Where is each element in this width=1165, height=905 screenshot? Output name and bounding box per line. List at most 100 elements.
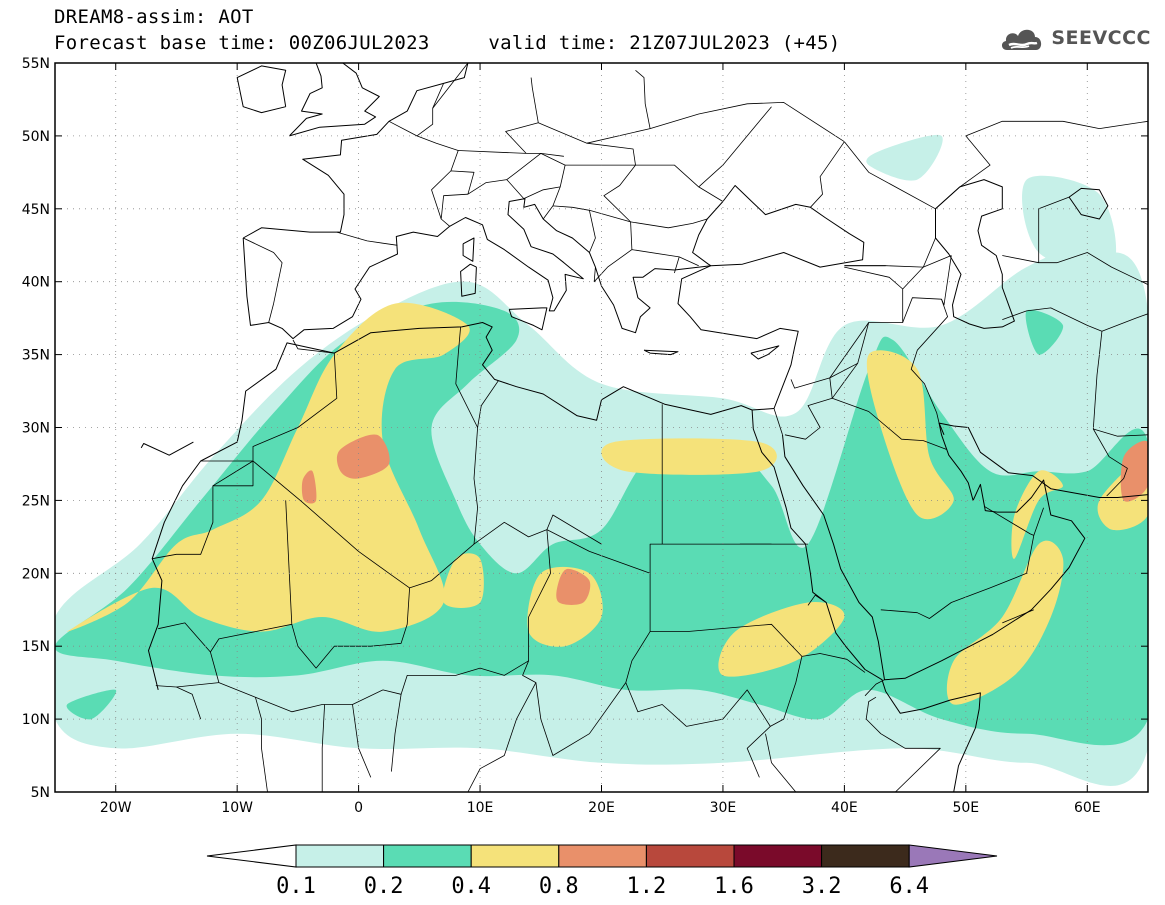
country-border (807, 594, 827, 606)
country-border (686, 689, 771, 727)
country-border (336, 231, 398, 246)
lat-tick-label: 40N (22, 275, 50, 291)
country-border (176, 686, 202, 720)
lat-tick-label: 50N (22, 129, 50, 145)
country-border (292, 339, 335, 354)
coastline (289, 63, 323, 137)
coastline (242, 63, 469, 239)
country-border (1093, 428, 1148, 437)
aot-area-level-2 (66, 689, 117, 720)
country-border (1101, 313, 1148, 332)
country-border (540, 682, 627, 756)
colorbar-label: 0.8 (539, 874, 579, 899)
country-border (784, 377, 833, 440)
country-border (212, 460, 254, 487)
colorbar-label: 1.2 (627, 874, 667, 899)
colorbar-swatch (470, 844, 560, 868)
lon-tick-label: 10E (467, 800, 494, 816)
coastline (1068, 187, 1109, 220)
country-border (432, 63, 469, 109)
country-border (391, 694, 402, 772)
lat-tick-label: 5N (31, 785, 50, 801)
colorbar-swatch (733, 844, 823, 868)
geography-lines (140, 63, 1148, 792)
coastline (462, 237, 475, 262)
aot-area-level-3 (946, 540, 1064, 705)
country-border (1002, 609, 1034, 624)
country-border (506, 152, 566, 180)
coastline (148, 322, 775, 691)
country-border (865, 696, 941, 792)
map-subtitle: Forecast base time: 00Z06JUL2023 valid t… (54, 32, 841, 54)
aot-area-level-3 (866, 350, 954, 520)
country-border (523, 186, 561, 199)
aot-area-level-4 (301, 470, 317, 504)
coastline (750, 345, 780, 360)
country-border (243, 237, 283, 323)
lon-tick-label: 50E (952, 800, 979, 816)
country-border (252, 460, 390, 574)
country-border (255, 697, 268, 792)
aot-area-level-3 (601, 438, 777, 475)
seevccc-logo: SEEVCCC (999, 24, 1151, 52)
country-border (542, 205, 631, 223)
axis-ticks: 20W 10W 0 10E 20E 30E 40E 50E 60E 55N 50N 45N 40N 35N… (22, 56, 1148, 816)
country-border (1002, 307, 1128, 497)
lat-tick-label: 15N (22, 639, 50, 655)
coastline (677, 265, 799, 409)
cloud-icon (1002, 29, 1042, 50)
lon-tick-label: 0 (354, 800, 363, 816)
lat-tick-label: 20N (22, 566, 50, 582)
country-border (593, 249, 680, 283)
map-title: DREAM8-assim: AOT (54, 6, 254, 28)
aot-area-level-3 (66, 302, 470, 632)
country-border (552, 164, 636, 207)
country-border (530, 77, 539, 123)
aot-area-level-3 (718, 602, 845, 677)
colorbar-swatch (295, 844, 385, 868)
aot-area-level-3 (1011, 470, 1063, 559)
colorbar-label: 0.4 (451, 874, 491, 899)
country-border (467, 682, 537, 792)
aot-area-level-2 (1025, 309, 1064, 355)
country-border (200, 353, 338, 462)
country-border (983, 505, 1034, 536)
aot-area-level-4 (336, 434, 390, 479)
country-border (589, 210, 596, 253)
lon-tick-label: 20W (100, 800, 132, 816)
country-border (941, 255, 952, 306)
lon-tick-label: 10W (221, 800, 253, 816)
country-border (801, 653, 866, 673)
colorbar-label: 0.2 (364, 874, 404, 899)
colorbar: 0.1 0.2 0.4 0.8 1.2 1.6 3.2 6.4 (206, 844, 998, 899)
colorbar-min-arrow (206, 844, 297, 868)
country-border (844, 266, 903, 290)
colorbar-swatch (821, 844, 910, 868)
coastline (782, 422, 1148, 681)
country-border (1002, 196, 1070, 264)
aot-area-level-1 (866, 134, 943, 181)
country-border (773, 408, 783, 435)
country-border (291, 572, 411, 669)
colorbar-swatch (383, 844, 472, 868)
coastline (692, 185, 865, 268)
coastline (508, 307, 548, 331)
lat-tick-label: 35N (22, 348, 50, 364)
lat-tick-label: 25N (22, 493, 50, 509)
country-border (352, 704, 372, 778)
lat-tick-label: 30N (22, 421, 50, 437)
gridlines (55, 63, 1148, 792)
coastline (140, 441, 194, 456)
coastline (938, 422, 945, 435)
lon-tick-label: 20E (588, 800, 615, 816)
lon-tick-label: 30E (710, 800, 737, 816)
colorbar-label: 6.4 (889, 874, 929, 899)
lat-tick-label: 10N (22, 712, 50, 728)
country-border (832, 397, 947, 450)
country-border (831, 363, 859, 399)
country-border (880, 507, 1044, 619)
coastline (460, 263, 477, 297)
logo-text: SEEVCCC (1051, 27, 1151, 49)
country-border (630, 218, 708, 250)
